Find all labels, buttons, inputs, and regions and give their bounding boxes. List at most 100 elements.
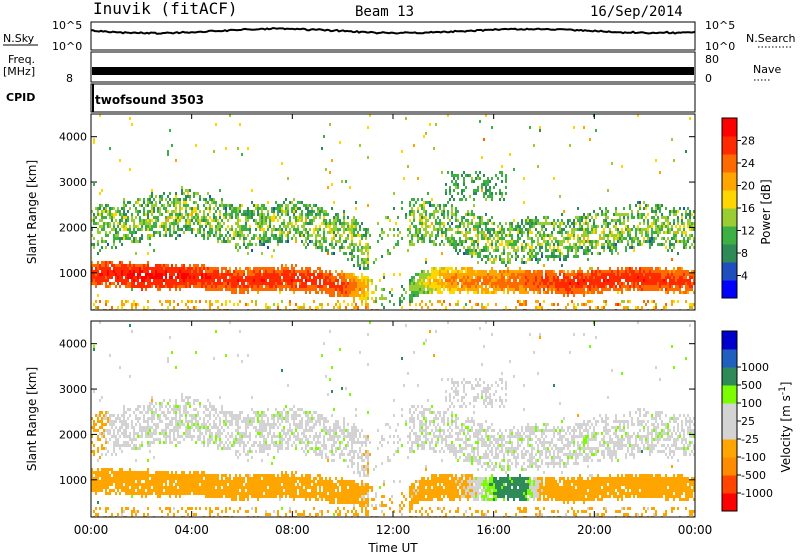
power-cell: [197, 273, 199, 276]
power-cell: [361, 276, 363, 279]
power-cell: [691, 234, 693, 237]
power-cell: [455, 285, 457, 288]
power-cell: [507, 252, 509, 255]
power-cell: [213, 201, 215, 204]
power-cell: [411, 291, 413, 294]
power-cell: [451, 279, 453, 282]
power-cell: [345, 294, 347, 297]
power-cell: [221, 303, 223, 306]
power-cell: [661, 216, 663, 219]
power-cell: [427, 219, 429, 222]
power-cell: [231, 276, 233, 279]
power-cell: [629, 279, 631, 282]
power-cell: [273, 285, 275, 288]
power-cell: [491, 285, 493, 288]
power-cell: [651, 222, 653, 225]
power-cell: [641, 273, 643, 276]
power-cell: [525, 273, 527, 276]
power-cell: [461, 288, 463, 291]
power-cell: [165, 228, 167, 231]
power-cell: [645, 270, 647, 273]
power-cell: [309, 276, 311, 279]
power-cell: [571, 285, 573, 288]
power-cell: [155, 267, 157, 270]
power-cell: [625, 225, 627, 228]
power-cell: [293, 228, 295, 231]
power-cell: [445, 282, 447, 285]
power-cell: [251, 282, 253, 285]
power-cell: [203, 198, 205, 201]
power-cell: [261, 279, 263, 282]
power-cell: [91, 261, 93, 264]
power-cell: [363, 285, 365, 288]
power-cell: [323, 240, 325, 243]
power-cell: [331, 291, 333, 294]
power-cell: [189, 207, 191, 210]
power-cell: [319, 216, 321, 219]
power-cell: [463, 240, 465, 243]
power-cell: [197, 222, 199, 225]
power-cell: [147, 216, 149, 219]
power-cell: [615, 273, 617, 276]
power-cell: [643, 222, 645, 225]
power-cell: [417, 207, 419, 210]
power-cell: [487, 219, 489, 222]
power-cell: [365, 231, 367, 234]
power-cell: [631, 246, 633, 249]
power-cell: [255, 228, 257, 231]
power-cell: [597, 288, 599, 291]
power-cell: [547, 282, 549, 285]
power-cell: [609, 231, 611, 234]
power-cell: [173, 198, 175, 201]
power-cell: [603, 300, 605, 303]
power-cell: [203, 264, 205, 267]
power-cell: [149, 228, 151, 231]
power-cell: [613, 273, 615, 276]
power-cell: [245, 228, 247, 231]
power-cell: [635, 234, 637, 237]
power-cell: [677, 279, 679, 282]
power-cell: [437, 234, 439, 237]
power-cell: [651, 273, 653, 276]
power-cell: [411, 243, 413, 246]
power-cell: [499, 243, 501, 246]
power-cell: [335, 234, 337, 237]
power-cell: [455, 225, 457, 228]
power-cell: [565, 288, 567, 291]
power-cell: [511, 246, 513, 249]
power-cell: [581, 234, 583, 237]
power-cell: [213, 267, 215, 270]
power-cell: [205, 219, 207, 222]
power-cell: [93, 183, 95, 186]
power-cell: [659, 210, 661, 213]
power-cell: [119, 276, 121, 279]
power-cell: [587, 288, 589, 291]
power-cell: [645, 273, 647, 276]
power-cell: [513, 249, 515, 252]
power-cell: [99, 204, 101, 207]
power-cell: [505, 234, 507, 237]
power-cell: [473, 285, 475, 288]
power-cell: [685, 273, 687, 276]
power-cell: [121, 276, 123, 279]
power-cell: [409, 201, 411, 204]
power-cell: [575, 249, 577, 252]
power-cell: [109, 213, 111, 216]
power-cell: [409, 204, 411, 207]
power-cell: [437, 270, 439, 273]
power-cell: [607, 243, 609, 246]
power-cell: [123, 264, 125, 267]
power-cell: [235, 282, 237, 285]
power-cell: [143, 213, 145, 216]
power-cell: [281, 234, 283, 237]
power-cell: [559, 249, 561, 252]
power-cell: [303, 282, 305, 285]
power-cell: [121, 264, 123, 267]
power-cell: [617, 270, 619, 273]
power-cell: [183, 204, 185, 207]
power-cell: [241, 225, 243, 228]
power-cell: [359, 294, 361, 297]
power-cell: [417, 291, 419, 294]
power-cell: [245, 285, 247, 288]
power-cell: [645, 231, 647, 234]
